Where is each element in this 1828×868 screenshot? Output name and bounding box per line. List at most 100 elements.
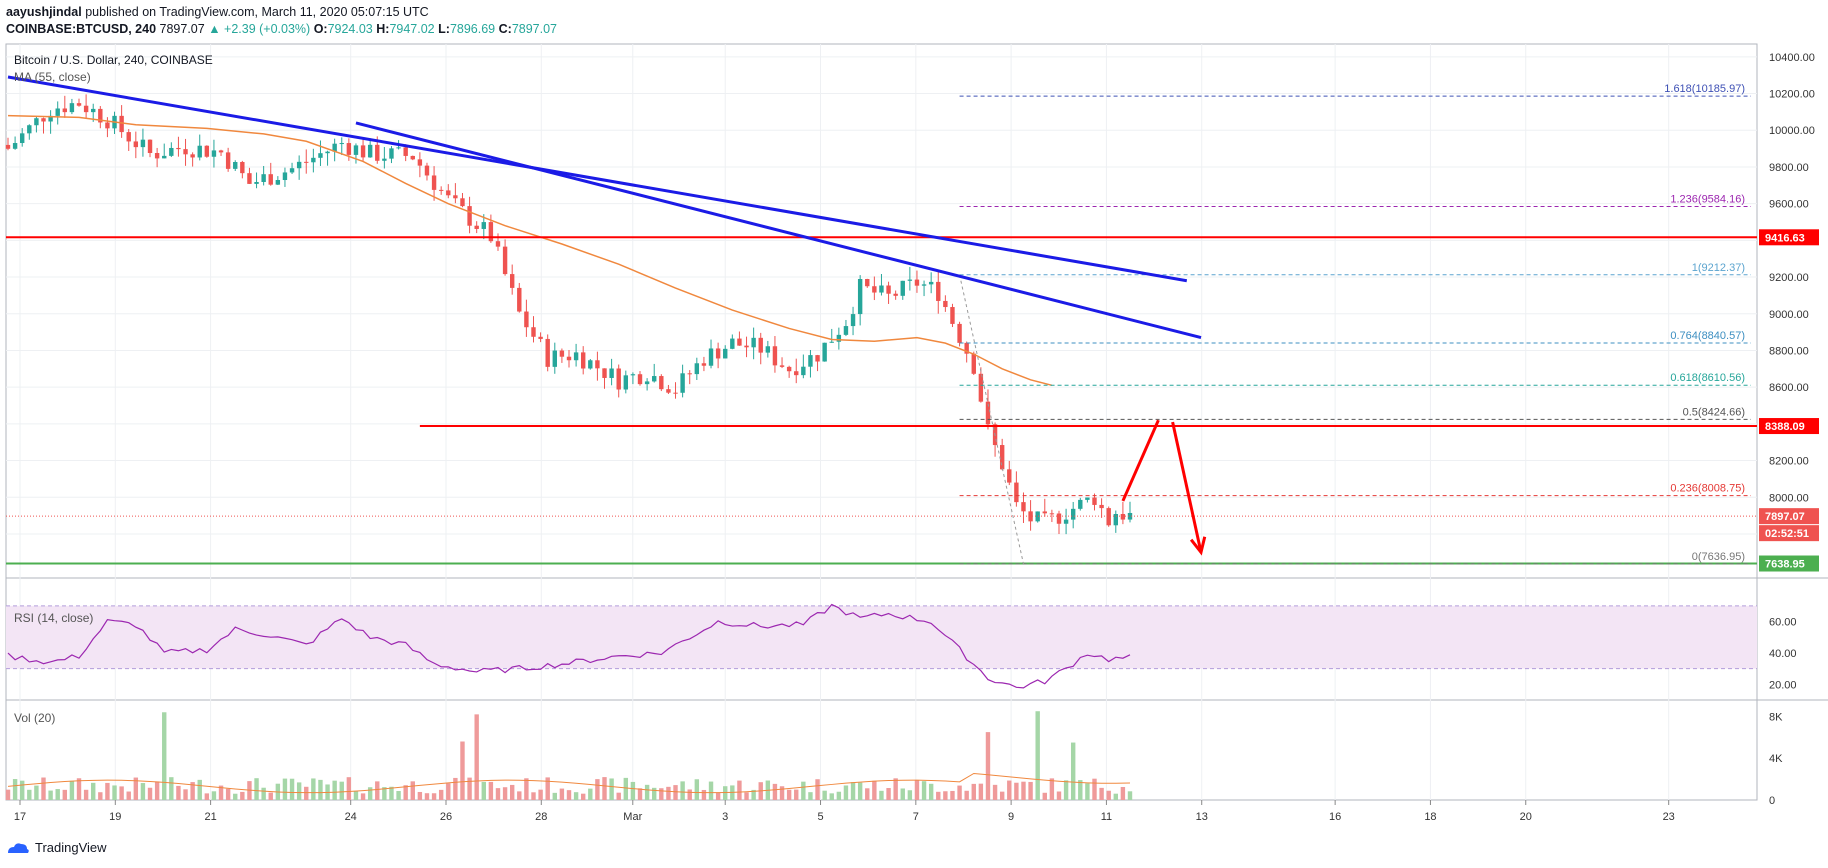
volume-bar xyxy=(190,782,195,800)
candle-body xyxy=(517,287,522,312)
candle-body xyxy=(836,334,842,342)
candle-body xyxy=(673,392,678,394)
candle-body xyxy=(801,366,806,376)
candle-body xyxy=(304,161,309,163)
current-price-label: 7897.07 xyxy=(1765,511,1805,523)
volume-bar xyxy=(27,789,32,800)
candle-body xyxy=(34,118,39,126)
volume-bar xyxy=(20,780,25,800)
fib-level-label: 1.236(9584.16) xyxy=(1670,194,1745,206)
candle-body xyxy=(453,195,458,199)
price-tick-label: 8000.00 xyxy=(1769,492,1809,504)
volume-bar xyxy=(936,791,941,800)
volume-bar xyxy=(957,785,962,800)
candle-body xyxy=(20,133,25,144)
volume-bar xyxy=(5,789,11,800)
volume-bar xyxy=(154,781,160,800)
candle-body xyxy=(332,143,337,152)
volume-bar xyxy=(928,783,934,800)
close-label: C: xyxy=(498,22,512,36)
candle-body xyxy=(474,225,479,229)
high-value: 7947.02 xyxy=(389,22,435,36)
volume-bar xyxy=(588,788,593,800)
volume-bar xyxy=(602,777,607,800)
volume-bar xyxy=(985,732,991,800)
candle-body xyxy=(147,139,153,154)
tradingview-logo[interactable]: TradingView xyxy=(6,840,107,855)
symbol-label: COINBASE:BTCUSD, 240 xyxy=(6,22,157,36)
volume-bar xyxy=(1021,781,1026,800)
candle-body xyxy=(666,389,671,393)
candle-body xyxy=(751,337,756,348)
candle-body xyxy=(737,338,742,346)
x-tick-label: 5 xyxy=(817,811,823,823)
volume-pane xyxy=(5,711,1133,800)
volume-bar xyxy=(183,789,188,800)
candle-body xyxy=(723,348,728,359)
volume-bar xyxy=(34,785,39,800)
x-tick-label: 26 xyxy=(440,811,452,823)
chart-canvas[interactable]: 1.618(10185.97) 1.236(9584.16) 1(9212.37) 0… xyxy=(0,0,1828,840)
volume-bar xyxy=(559,788,565,800)
x-tick-label: 18 xyxy=(1424,811,1436,823)
volume-bar xyxy=(254,778,259,800)
volume-bar xyxy=(91,782,96,800)
candle-body xyxy=(637,374,643,385)
candle-body xyxy=(964,342,969,354)
volume-bar xyxy=(76,778,82,800)
candle-body xyxy=(353,145,359,155)
candle-body xyxy=(1106,508,1111,526)
volume-bar xyxy=(1070,742,1076,800)
candle-body xyxy=(694,363,700,375)
price-tick-label: 8200.00 xyxy=(1769,456,1809,468)
projection-arrow-shaft xyxy=(1121,419,1160,502)
volume-bar xyxy=(467,777,472,800)
volume-bar xyxy=(666,786,671,800)
volume-bar xyxy=(566,790,572,800)
volume-bar xyxy=(1028,781,1033,800)
candle-body xyxy=(999,445,1005,470)
candle-body xyxy=(296,161,302,169)
fib-level-label: 1(9212.37) xyxy=(1692,262,1745,274)
candle-body xyxy=(233,162,238,169)
candle-body xyxy=(524,311,529,328)
vol-legend: Vol (20) xyxy=(14,711,55,725)
candle-body xyxy=(850,314,856,327)
volume-bar xyxy=(581,793,586,800)
volume-bar xyxy=(1127,791,1133,800)
volume-bar xyxy=(815,779,820,800)
candle-body xyxy=(69,103,75,113)
author-name[interactable]: aayushjindal xyxy=(6,5,82,19)
candle-body xyxy=(275,180,281,185)
volume-bar xyxy=(978,783,984,800)
volume-bar xyxy=(616,792,621,800)
x-tick-label: 20 xyxy=(1520,811,1532,823)
volume-bar xyxy=(538,789,543,800)
volume-bar xyxy=(573,792,579,800)
candle-body xyxy=(254,181,259,184)
volume-bar xyxy=(289,778,295,800)
candle-body xyxy=(1028,511,1033,522)
candle-body xyxy=(531,327,536,337)
open-value: 7924.03 xyxy=(327,22,373,36)
volume-bar xyxy=(62,789,68,800)
candle-body xyxy=(623,375,629,390)
candle-body xyxy=(460,198,465,207)
rsi-tick-label: 20.00 xyxy=(1769,679,1797,691)
candle-body xyxy=(893,293,898,296)
volume-bar xyxy=(1049,778,1055,800)
candle-body xyxy=(204,145,210,157)
volume-bar xyxy=(673,785,678,800)
candle-body xyxy=(687,373,692,375)
candle-body xyxy=(218,150,224,153)
fib-level-label: 1.618(10185.97) xyxy=(1664,83,1745,95)
candle-body xyxy=(708,348,714,366)
volume-bar xyxy=(495,788,501,800)
candle-body xyxy=(169,147,174,156)
candle-body xyxy=(928,281,934,285)
close-value: 7897.07 xyxy=(511,22,557,36)
trendline xyxy=(355,121,1202,340)
candle-body xyxy=(389,148,394,159)
volume-bar xyxy=(453,777,458,800)
rsi-pane xyxy=(6,603,1757,689)
